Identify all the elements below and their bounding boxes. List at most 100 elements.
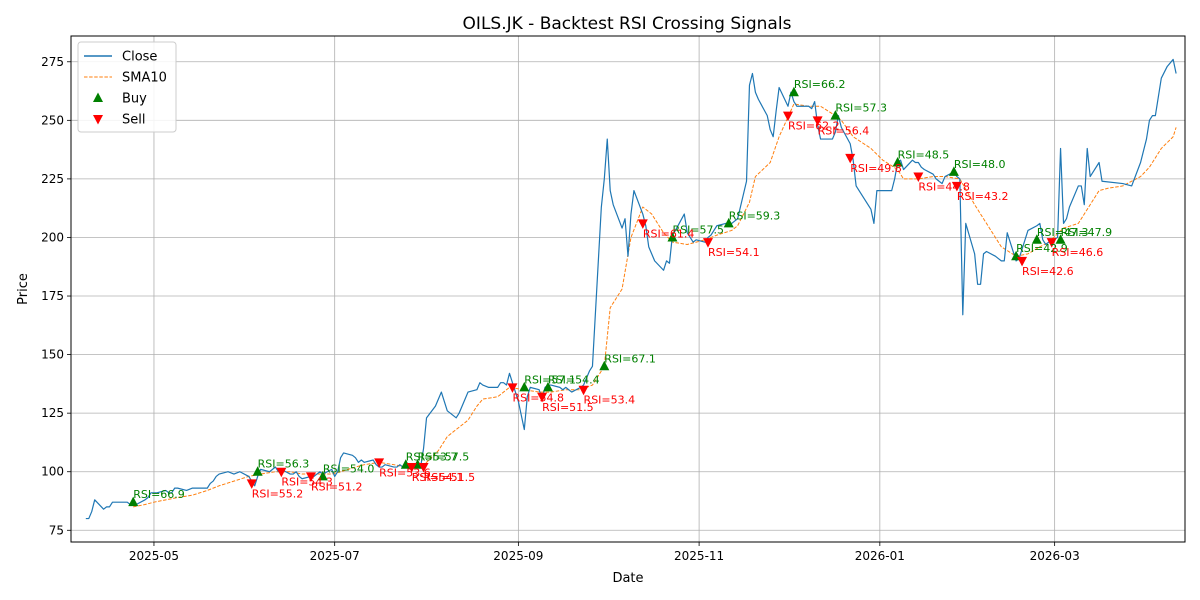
sell-label: RSI=54.1 xyxy=(708,246,760,259)
sell-label: RSI=42.6 xyxy=(1022,265,1074,278)
buy-label: RSI=54.4 xyxy=(548,373,600,386)
buy-marker xyxy=(128,496,139,507)
sell-label: RSI=55.2 xyxy=(252,487,304,500)
sell-marker xyxy=(913,172,924,183)
buy-marker xyxy=(599,360,610,371)
sell-marker xyxy=(1017,256,1028,267)
buy-marker xyxy=(1055,234,1066,244)
y-axis-ticks: 75 100 125 150 175 200 225 250 275 xyxy=(41,55,71,537)
sell-marker xyxy=(246,479,257,489)
x-tick-label: 2025-07 xyxy=(310,549,360,563)
y-tick-label: 200 xyxy=(41,230,64,244)
sell-label: RSI=54.3 xyxy=(281,476,333,489)
sell-marker xyxy=(702,238,713,248)
sell-marker xyxy=(537,392,548,403)
x-tick-label: 2025-05 xyxy=(129,549,179,563)
sell-label: RSI=44.8 xyxy=(918,181,970,194)
sell-label: RSI=54.8 xyxy=(512,391,564,404)
sell-marker xyxy=(578,385,589,396)
buy-marker xyxy=(317,470,328,481)
grid xyxy=(71,36,1185,542)
sell-marker xyxy=(374,458,385,468)
buy-marker xyxy=(1031,234,1042,244)
buy-label: RSI=59.3 xyxy=(729,209,781,222)
buy-label: RSI=47.3 xyxy=(1037,226,1089,239)
legend-swatch-sell xyxy=(93,115,103,125)
sell-marker xyxy=(812,116,823,126)
sell-marker xyxy=(507,383,518,393)
legend-label: SMA10 xyxy=(122,71,167,86)
buy-label: RSI=48.0 xyxy=(954,158,1006,171)
buy-marker xyxy=(400,459,411,469)
sell-label: RSI=53.6 xyxy=(379,466,431,479)
y-tick-label: 150 xyxy=(41,348,64,362)
legend-label: Close xyxy=(122,50,157,65)
sell-label: RSI=43.2 xyxy=(957,190,1009,203)
buy-label: RSI=57.3 xyxy=(835,102,887,115)
x-axis-ticks: 2025-05 2025-07 2025-09 2025-11 2026-01 2026-… xyxy=(129,542,1080,563)
buy-marker xyxy=(830,110,841,120)
buy-label: RSI=66.9 xyxy=(133,488,185,501)
y-tick-label: 275 xyxy=(41,55,64,69)
sell-marker xyxy=(637,219,648,229)
y-tick-label: 75 xyxy=(49,523,64,537)
sell-label: RSI=49.8 xyxy=(850,162,902,175)
sell-label: RSI=51.2 xyxy=(311,480,363,493)
buy-label: RSI=67.1 xyxy=(604,352,656,365)
buy-marker xyxy=(412,459,423,469)
sell-marker xyxy=(951,181,962,192)
buy-marker xyxy=(892,157,903,167)
buy-marker xyxy=(252,466,263,476)
legend-label: Sell xyxy=(122,113,145,128)
legend: Close SMA10 Buy Sell xyxy=(77,41,177,133)
buy-label: RSI=47.9 xyxy=(1061,226,1113,239)
signal-markers xyxy=(128,86,1066,507)
buy-label: RSI=48.5 xyxy=(898,149,950,162)
y-tick-label: 225 xyxy=(41,172,64,186)
legend-box xyxy=(77,41,177,133)
buy-label: RSI=57.1 xyxy=(524,373,576,386)
buy-marker xyxy=(788,86,799,97)
sell-label: RSI=51.5 xyxy=(542,401,594,414)
plot-frame xyxy=(70,35,1186,543)
y-tick-label: 100 xyxy=(41,465,64,479)
y-tick-label: 250 xyxy=(41,113,64,127)
buy-label: RSI=42.9 xyxy=(1016,242,1068,255)
x-axis-label: Date xyxy=(612,571,643,586)
y-axis-label: Price xyxy=(16,273,31,305)
x-tick-label: 2025-11 xyxy=(674,549,724,563)
sell-marker xyxy=(1046,238,1057,248)
buy-marker xyxy=(667,231,678,242)
buy-label: RSI=66.2 xyxy=(794,78,846,91)
buy-label: RSI=54.0 xyxy=(323,462,375,475)
buy-label: RSI=57.5 xyxy=(672,223,724,236)
sell-label: RSI=61.4 xyxy=(643,227,695,240)
sell-marker xyxy=(305,472,316,482)
buy-label: RSI=53.7 xyxy=(406,451,458,464)
sell-label: RSI=54.1 xyxy=(412,471,464,484)
x-tick-label: 2025-09 xyxy=(493,549,543,563)
sell-label: RSI=53.4 xyxy=(584,394,636,407)
x-tick-label: 2026-01 xyxy=(855,549,905,563)
y-tick-label: 125 xyxy=(41,406,64,420)
legend-swatch-buy xyxy=(93,92,103,102)
buy-marker xyxy=(948,166,959,176)
sell-marker xyxy=(406,463,417,473)
buy-marker xyxy=(543,381,554,392)
sell-marker xyxy=(782,111,793,122)
y-tick-label: 175 xyxy=(41,289,64,303)
sell-marker xyxy=(418,463,429,473)
buy-label: RSI=57.5 xyxy=(418,451,470,464)
buy-label: RSI=56.3 xyxy=(258,458,310,471)
legend-label: Buy xyxy=(122,92,147,107)
sell-marker xyxy=(276,467,287,478)
sell-label: RSI=51.5 xyxy=(424,471,476,484)
chart-title: OILS.JK - Backtest RSI Crossing Signals xyxy=(463,14,792,34)
buy-marker xyxy=(723,217,734,228)
sell-label: RSI=46.6 xyxy=(1052,246,1104,259)
sell-label: RSI=56.4 xyxy=(818,124,870,137)
buy-marker xyxy=(519,381,530,392)
